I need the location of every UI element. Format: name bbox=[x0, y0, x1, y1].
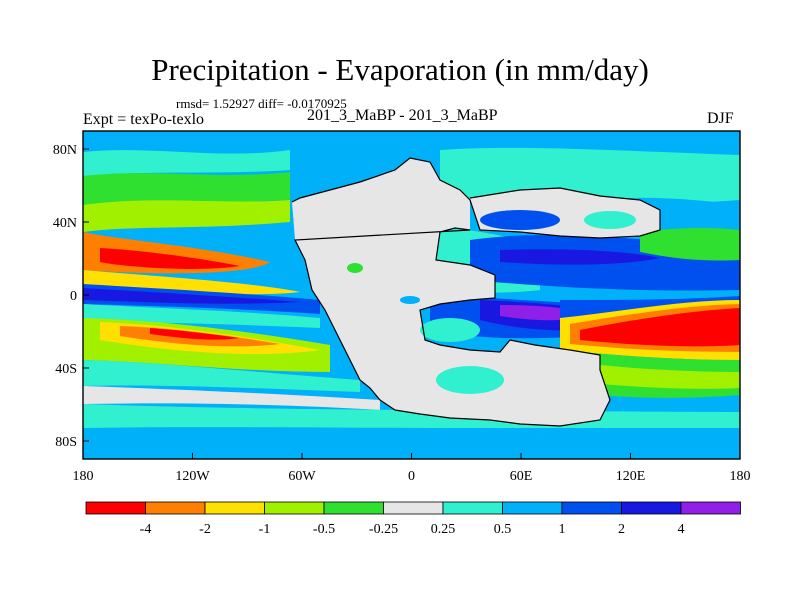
colorbar-box bbox=[442, 501, 503, 515]
colorbar: -4 -2 -1 -0.5 -0.25 0.25 0.5 1 2 4 bbox=[85, 501, 741, 537]
n-pacific-darkblue bbox=[500, 249, 660, 265]
x-tick-label: 60E bbox=[510, 469, 533, 484]
colorbar-box bbox=[85, 501, 146, 515]
x-tick-label: 120E bbox=[616, 469, 646, 484]
n-midlat-band bbox=[83, 172, 290, 205]
arctic-band bbox=[83, 131, 740, 149]
colorbar-box bbox=[621, 501, 682, 515]
season-label: DJF bbox=[707, 110, 734, 127]
colorbar-label: 1 bbox=[559, 522, 566, 537]
interior-green-a bbox=[347, 263, 363, 273]
colorbar-box bbox=[264, 501, 325, 515]
colorbar-box bbox=[145, 501, 206, 515]
y-tick-labels: 80N 40N 0 40S 80S bbox=[53, 143, 77, 450]
x-tick-label: 0 bbox=[408, 469, 415, 484]
n-subtropical-red bbox=[100, 248, 240, 269]
colorbar-box bbox=[561, 501, 622, 515]
interior-blue-b bbox=[400, 296, 420, 304]
field-layer bbox=[83, 131, 740, 459]
case-label: 201_3_MaBP - 201_3_MaBP bbox=[307, 107, 498, 124]
n-pacific-green bbox=[640, 228, 740, 261]
s-subtropical-red bbox=[150, 328, 240, 340]
experiment-label: Expt = texPo-texlo bbox=[83, 111, 205, 128]
colorbar-label: -1 bbox=[259, 522, 271, 537]
n-dry-band bbox=[83, 200, 290, 232]
x-tick-label: 60W bbox=[288, 469, 316, 484]
land-mass bbox=[292, 158, 610, 426]
interior-cyan-a bbox=[420, 318, 480, 342]
colorbar-label: 2 bbox=[618, 522, 625, 537]
s-pacific-lightgreen bbox=[600, 365, 740, 389]
n-subpolar-band bbox=[83, 150, 290, 176]
colorbar-box bbox=[323, 501, 384, 515]
tick-marks bbox=[82, 148, 741, 459]
s-midlat-gray bbox=[83, 386, 380, 410]
colorbar-box bbox=[383, 501, 444, 515]
y-tick-label: 80S bbox=[55, 435, 77, 450]
y-tick-label: 40S bbox=[55, 362, 77, 377]
coastline bbox=[291, 157, 661, 427]
interior-cyan-c bbox=[584, 211, 636, 229]
s-midlat-cyan bbox=[83, 360, 360, 392]
x-tick-labels: 180 120W 60W 0 60E 120E 180 bbox=[73, 469, 751, 484]
interior-cyan-b bbox=[436, 366, 504, 394]
x-tick-label: 180 bbox=[73, 469, 94, 484]
colorbar-label: -4 bbox=[140, 522, 152, 537]
stats-line: rmsd= 1.52927 diff= -0.0170925 bbox=[176, 96, 347, 111]
y-tick-label: 40N bbox=[53, 216, 77, 231]
colorbar-label: 0.5 bbox=[494, 522, 512, 537]
s-pacific-red bbox=[580, 308, 740, 347]
colorbar-label: -0.25 bbox=[369, 522, 398, 537]
colorbar-label: -0.5 bbox=[313, 522, 335, 537]
colorbar-box bbox=[680, 501, 741, 515]
y-tick-label: 0 bbox=[70, 289, 77, 304]
chart-title: Precipitation - Evaporation (in mm/day) bbox=[151, 52, 649, 87]
colorbar-box bbox=[204, 501, 265, 515]
itcz-darkblue bbox=[83, 288, 300, 304]
y-tick-label: 80N bbox=[53, 143, 77, 158]
colorbar-label: 0.25 bbox=[431, 522, 456, 537]
colorbar-label: 4 bbox=[678, 522, 685, 537]
x-tick-label: 180 bbox=[730, 469, 751, 484]
colorbar-label: -2 bbox=[199, 522, 211, 537]
interior-blue-a bbox=[480, 210, 560, 230]
colorbar-box bbox=[502, 501, 563, 515]
x-tick-label: 120W bbox=[175, 469, 210, 484]
